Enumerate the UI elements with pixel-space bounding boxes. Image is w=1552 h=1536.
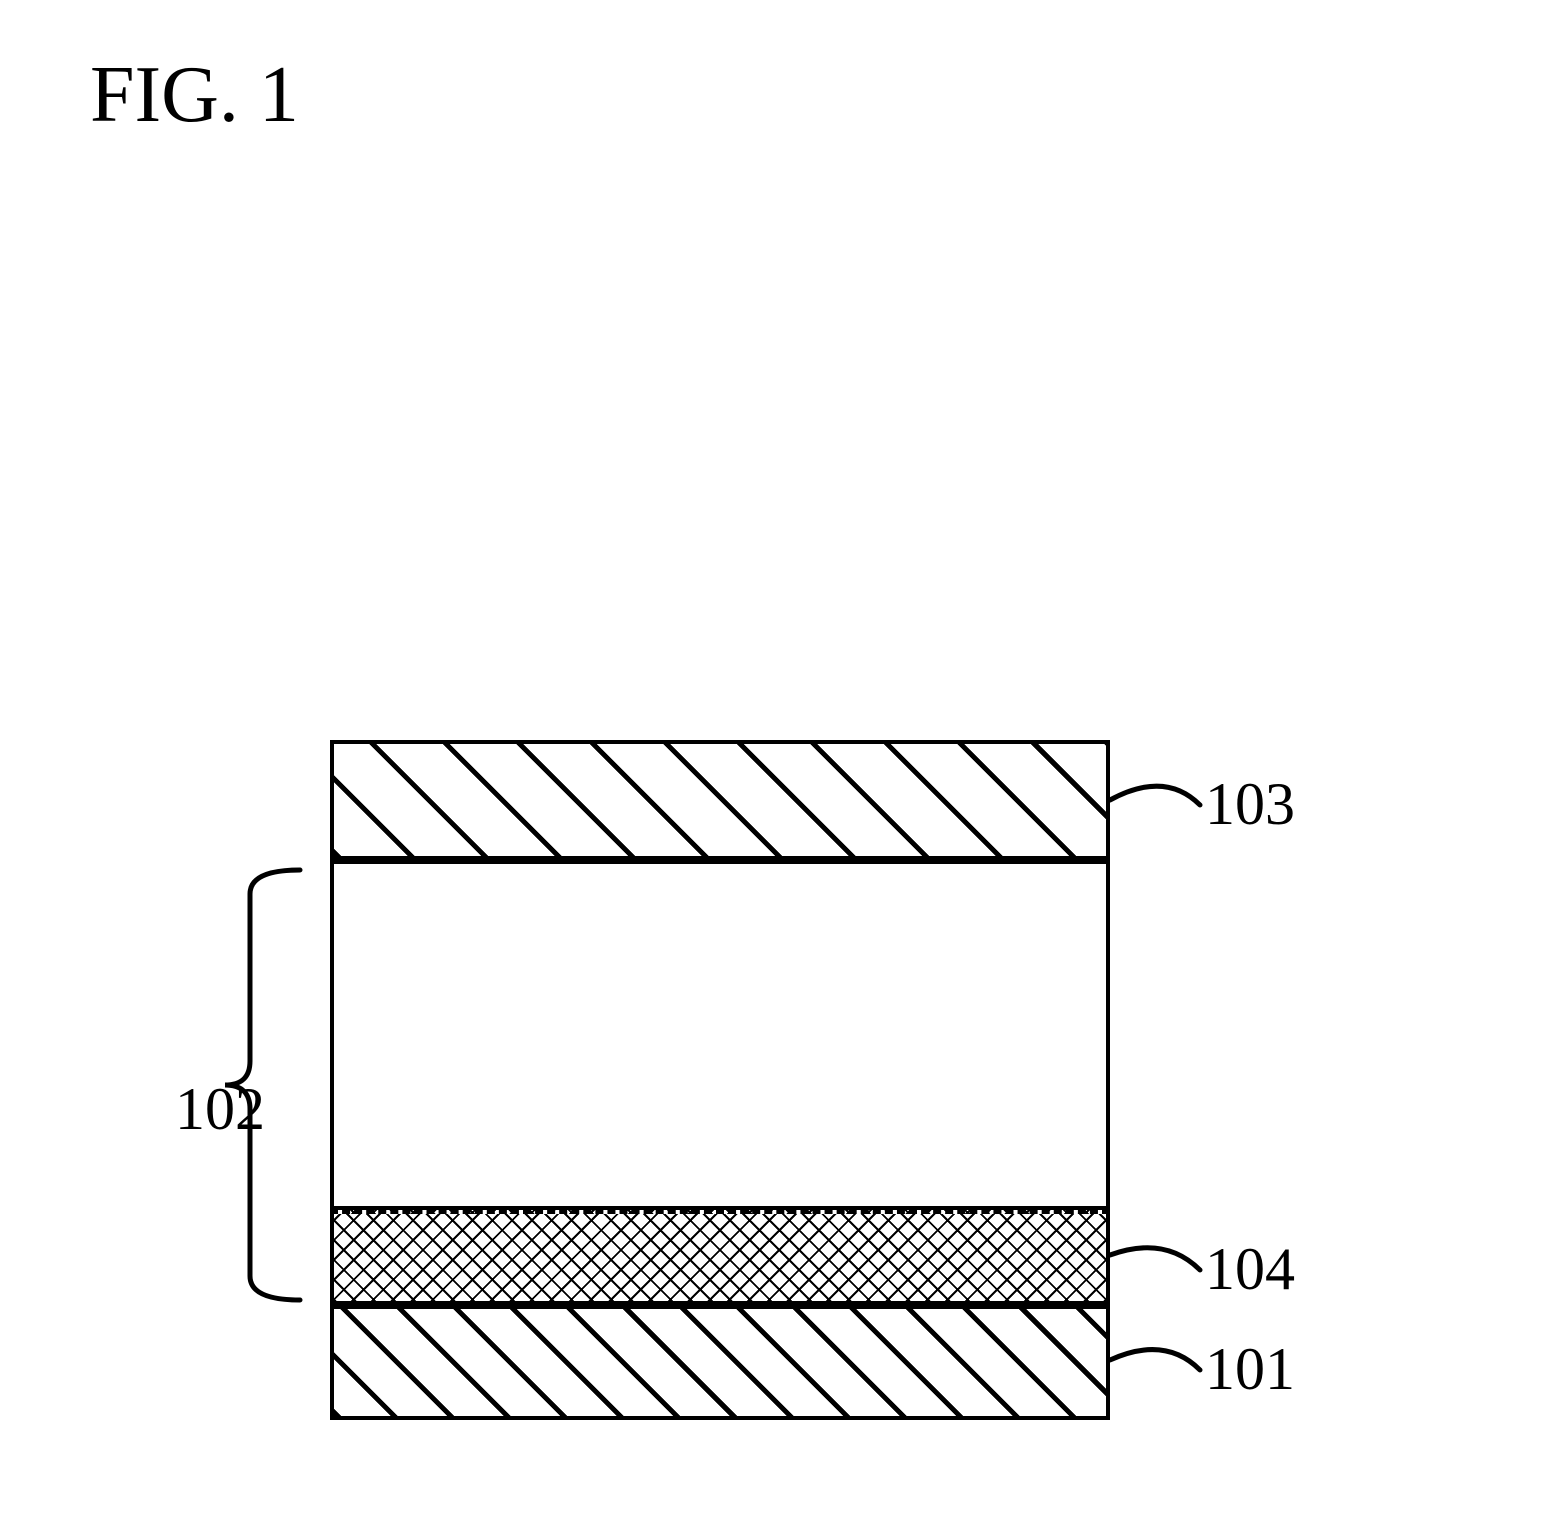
ref-label-104: 104 bbox=[1205, 1235, 1295, 1304]
leader-line bbox=[1110, 1350, 1200, 1370]
ref-label-102: 102 bbox=[175, 1075, 265, 1144]
leader-line bbox=[1110, 786, 1200, 805]
ref-label-103: 103 bbox=[1205, 770, 1295, 839]
figure-canvas: FIG. 1 103104101102 bbox=[0, 0, 1552, 1536]
leader-line bbox=[1110, 1248, 1200, 1270]
ref-label-101: 101 bbox=[1205, 1335, 1295, 1404]
annotation-overlay bbox=[0, 0, 1552, 1536]
